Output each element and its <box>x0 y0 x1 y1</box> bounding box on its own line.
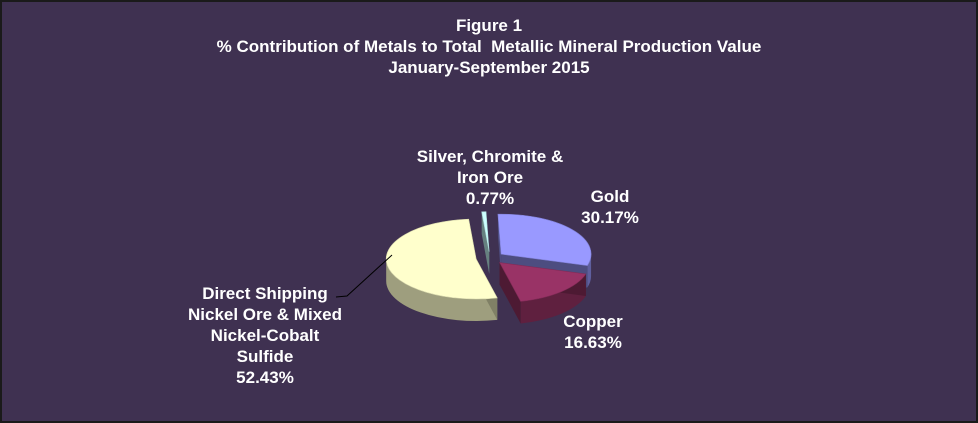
chart-subtitle: % Contribution of Metals to Total Metall… <box>216 37 762 56</box>
pie-slice-direct-shipping-nickel-ore-mixed-nickel-cobalt-sulfide <box>385 218 498 300</box>
chart-period: January-September 2015 <box>388 58 590 77</box>
slice-label-copper: Copper 16.63% <box>548 311 638 353</box>
slice-label-silver-chromite-iron-ore: Silver, Chromite & Iron Ore 0.77% <box>390 146 590 209</box>
slice-label-direct-shipping-nickel-ore-mixed-nickel-cobalt-sulfide: Direct Shipping Nickel Ore & Mixed Nickel-… <box>165 283 365 388</box>
pie-slice-copper <box>499 262 587 302</box>
pie-slice-side-copper <box>520 274 586 324</box>
pie-slice-side-gold <box>587 254 592 288</box>
slice-label-text: Silver, Chromite & <box>416 147 564 166</box>
pie-slice-silver-chromite-iron-ore <box>481 211 490 252</box>
chart-title-block: Figure 1 % Contribution of Metals to Tot… <box>2 15 976 78</box>
leader-line <box>335 254 393 298</box>
slice-label-text: Copper <box>563 312 623 331</box>
slice-label-text: Nickel-Cobalt <box>210 326 320 345</box>
slice-value-label: 30.17% <box>581 208 639 227</box>
slice-value-label: 52.43% <box>236 368 294 387</box>
slice-label-text: Direct Shipping <box>202 284 328 303</box>
slice-label-text: Sulfide <box>236 347 294 366</box>
pie-slice-cut-copper-1 <box>499 262 521 324</box>
slice-value-label: 16.63% <box>564 333 622 352</box>
slice-label-text: Iron Ore <box>456 168 524 187</box>
pie-slice-gold <box>497 213 592 266</box>
chart-title: Figure 1 <box>455 16 523 35</box>
slice-label-text: Nickel Ore & Mixed <box>187 305 342 324</box>
slice-label-gold: Gold 30.17% <box>570 186 650 228</box>
pie-slice-cut-gold-0 <box>497 214 502 277</box>
pie-slice-side-direct-shipping-nickel-ore-mixed-nickel-cobalt-sulfide <box>386 259 498 322</box>
slice-label-text: Gold <box>590 187 630 206</box>
slice-value-label: 0.77% <box>465 189 515 208</box>
pie-slice-cut-silver-chromite-iron-ore-0 <box>481 211 490 274</box>
